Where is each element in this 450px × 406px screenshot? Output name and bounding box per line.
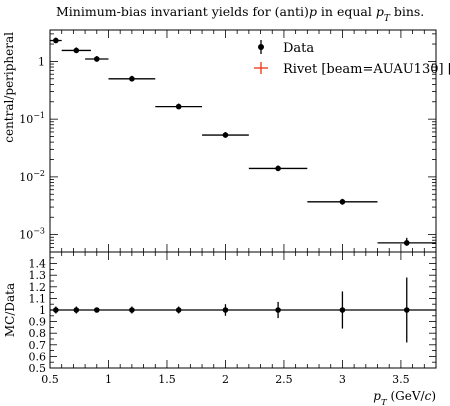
ratio-data-series <box>53 277 410 343</box>
ratio-y-tick-label: 1.4 <box>29 258 47 271</box>
ratio-y-tick-label: 1.1 <box>29 292 47 305</box>
ratio-y-axis-label: MC/Data <box>3 283 17 337</box>
chart-title: Minimum-bias invariant yields for (anti)… <box>56 4 424 24</box>
data-point-marker <box>339 199 346 205</box>
legend: Data Rivet [beam=AUAU130] [c <box>254 40 450 77</box>
ratio-x-tick-label: 3.5 <box>392 373 410 386</box>
ratio-point <box>129 306 135 314</box>
data-point <box>50 37 62 44</box>
ratio-y-tick-label: 0.9 <box>29 316 47 329</box>
data-point <box>108 75 156 82</box>
legend-data-label: Data <box>283 41 314 56</box>
ratio-point <box>93 307 100 313</box>
ratio-point <box>339 291 346 329</box>
ratio-point <box>53 306 59 314</box>
ratio-point <box>403 277 410 343</box>
data-point <box>155 103 203 110</box>
ratio-y-tick-label: 0.7 <box>29 339 47 352</box>
ratio-y-axis: 0.50.60.70.80.911.11.21.31.4 <box>29 251 436 375</box>
ratio-y-tick-label: 1.2 <box>29 281 47 294</box>
ratio-x-tick-label: 2.5 <box>275 373 293 386</box>
data-point <box>377 237 436 246</box>
data-point <box>85 56 109 62</box>
data-point-marker <box>129 75 135 82</box>
legend-data-marker <box>258 44 264 50</box>
data-point-marker <box>73 47 80 54</box>
data-point-marker <box>222 132 229 138</box>
data-point <box>61 47 91 54</box>
ratio-point-marker <box>129 307 135 313</box>
ratio-x-tick-label: 0.5 <box>41 373 59 386</box>
data-point-marker <box>175 103 182 110</box>
main-x-axis <box>49 30 437 252</box>
main-y-tick-label: 10−2 <box>19 169 45 184</box>
ratio-y-tick-label: 0.8 <box>29 327 47 340</box>
ratio-y-tick-label: 1.3 <box>29 269 47 282</box>
ratio-point-marker <box>175 307 182 313</box>
main-y-tick-label: 10−1 <box>19 111 45 126</box>
ratio-point-marker <box>93 307 100 313</box>
data-point <box>202 132 249 138</box>
ratio-point-marker <box>53 307 59 313</box>
legend-entry-rivet: Rivet [beam=AUAU130] [c <box>254 62 450 77</box>
data-point-marker <box>403 240 410 246</box>
x-axis-label: pT (GeV/c) <box>373 389 436 406</box>
main-y-axis-label: central/peripheral <box>2 32 16 143</box>
data-point <box>248 165 308 172</box>
ratio-x-tick-label: 1 <box>105 373 112 386</box>
main-plot-panel: 10−3 10−2 10−1 1 central/peripheral <box>2 29 437 253</box>
main-data-series <box>50 37 436 246</box>
ratio-point-marker <box>403 307 410 313</box>
ratio-y-tick-label: 1 <box>39 304 46 317</box>
main-y-axis: 10−3 10−2 10−1 1 <box>19 33 436 253</box>
ratio-y-tick-label: 0.5 <box>29 362 47 375</box>
ratio-point <box>175 306 182 314</box>
ratio-point-marker <box>275 307 281 313</box>
ratio-point <box>222 304 229 316</box>
data-point-marker <box>275 165 281 172</box>
legend-rivet-label: Rivet [beam=AUAU130] [c <box>283 62 450 77</box>
ratio-x-tick-label: 1.5 <box>158 373 176 386</box>
ratio-plot-panel: 0.50.60.70.80.911.11.21.31.4 0.5 1 1.5 2 2.5… <box>3 251 437 406</box>
data-point-marker <box>93 56 100 62</box>
data-point-marker <box>53 37 59 44</box>
ratio-point-marker <box>222 307 229 313</box>
main-y-tick-label: 10−3 <box>19 227 45 242</box>
ratio-x-tick-label: 2 <box>222 373 229 386</box>
legend-entry-data: Data <box>258 40 314 56</box>
data-point <box>307 198 378 205</box>
main-y-tick-label: 1 <box>38 55 45 68</box>
ratio-x-tick-label: 3 <box>339 373 346 386</box>
ratio-point <box>73 306 80 314</box>
ratio-x-axis: 0.5 1 1.5 2 2.5 3 3.5 <box>41 252 437 386</box>
ratio-point-marker <box>73 307 80 313</box>
ratio-point <box>275 301 281 319</box>
ratio-point-marker <box>339 307 346 313</box>
ratio-y-tick-label: 0.6 <box>29 350 47 363</box>
